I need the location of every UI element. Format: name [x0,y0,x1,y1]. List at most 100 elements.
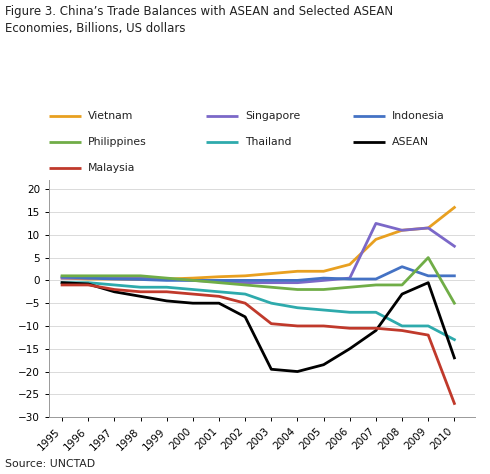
Malaysia [347,326,353,331]
Philippines [138,273,144,279]
Singapore [85,275,91,281]
Philippines [85,273,91,279]
Indonesia [269,278,274,283]
Malaysia [85,282,91,288]
Malaysia [399,328,405,333]
Indonesia [85,275,91,281]
Singapore [320,278,326,283]
Text: Figure 3. China’s Trade Balances with ASEAN and Selected ASEAN
Economies, Billio: Figure 3. China’s Trade Balances with AS… [5,5,393,35]
ASEAN [373,328,379,333]
Thailand [190,287,196,292]
Malaysia [294,323,300,329]
Indonesia [164,278,170,283]
Line: ASEAN: ASEAN [62,283,454,372]
Vietnam [347,262,353,267]
Singapore [190,278,196,283]
Philippines [425,255,431,260]
Indonesia [242,278,248,283]
Thailand [85,280,91,285]
Philippines [59,273,65,279]
Singapore [164,276,170,282]
Indonesia [216,278,222,283]
Philippines [190,278,196,283]
ASEAN [85,281,91,287]
Vietnam [269,271,274,276]
Thailand [373,310,379,315]
Singapore [242,280,248,285]
Singapore [347,275,353,281]
Text: ASEAN: ASEAN [392,137,429,147]
Singapore [294,280,300,285]
Singapore [269,280,274,285]
Line: Vietnam: Vietnam [62,208,454,280]
Thailand [347,310,353,315]
Vietnam [85,276,91,282]
Philippines [216,280,222,285]
Singapore [59,275,65,281]
Indonesia [111,276,117,282]
Philippines [399,282,405,288]
Singapore [111,274,117,280]
ASEAN [320,362,326,367]
ASEAN [451,355,457,361]
Malaysia [269,321,274,327]
Thailand [451,337,457,343]
Vietnam [59,275,65,281]
Philippines [347,284,353,290]
Singapore [138,275,144,281]
Vietnam [399,228,405,233]
Indonesia [320,275,326,281]
Thailand [425,323,431,329]
Line: Philippines: Philippines [62,257,454,303]
Malaysia [138,289,144,295]
Thailand [111,282,117,288]
ASEAN [111,289,117,295]
Vietnam [242,273,248,279]
Indonesia [399,264,405,270]
Malaysia [190,291,196,297]
ASEAN [59,280,65,285]
Malaysia [59,282,65,288]
Philippines [451,301,457,306]
Philippines [373,282,379,288]
ASEAN [242,314,248,319]
Text: Philippines: Philippines [88,137,147,147]
Text: Vietnam: Vietnam [88,111,134,121]
ASEAN [164,298,170,304]
Philippines [111,273,117,279]
Vietnam [138,277,144,283]
Malaysia [373,326,379,331]
Line: Thailand: Thailand [62,283,454,340]
Indonesia [425,273,431,279]
Indonesia [138,277,144,283]
Text: Singapore: Singapore [245,111,300,121]
Malaysia [320,323,326,329]
Malaysia [111,287,117,292]
Text: Indonesia: Indonesia [392,111,445,121]
Singapore [216,279,222,284]
ASEAN [269,366,274,372]
Thailand [294,305,300,310]
Thailand [59,280,65,285]
Indonesia [59,274,65,280]
Thailand [216,289,222,295]
Philippines [294,287,300,292]
Philippines [320,287,326,292]
Vietnam [190,275,196,281]
Thailand [164,284,170,290]
Malaysia [242,301,248,306]
Line: Indonesia: Indonesia [62,267,454,281]
Vietnam [425,225,431,231]
Vietnam [294,268,300,274]
Line: Singapore: Singapore [62,223,454,283]
ASEAN [399,291,405,297]
Vietnam [373,237,379,242]
Vietnam [164,276,170,282]
Malaysia [451,401,457,406]
Vietnam [216,274,222,280]
Singapore [373,220,379,226]
Indonesia [451,273,457,279]
Indonesia [373,276,379,282]
Vietnam [320,268,326,274]
ASEAN [216,301,222,306]
